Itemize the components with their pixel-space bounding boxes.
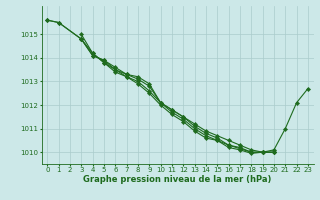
X-axis label: Graphe pression niveau de la mer (hPa): Graphe pression niveau de la mer (hPa) — [84, 175, 272, 184]
